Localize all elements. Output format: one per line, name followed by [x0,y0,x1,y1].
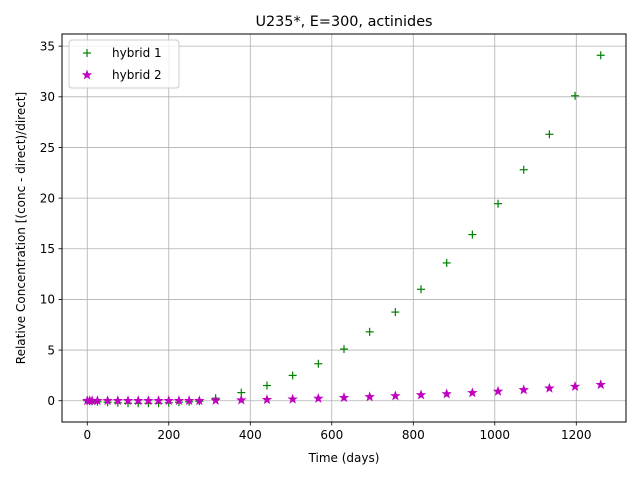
data-point-series-2 [261,394,273,405]
plot-area-frame [61,33,627,423]
data-point-series-1 [262,381,271,390]
data-point-series-2 [569,381,581,391]
legend-plus-marker [83,49,91,57]
data-point-series-2 [287,393,298,404]
data-point-series-2 [415,389,427,400]
legend-box [68,39,180,89]
data-point-series-2 [112,395,124,406]
legend-marker-hybrid-1 [83,49,91,57]
data-point-series-2 [518,384,529,395]
data-point-series-2 [194,395,205,406]
x-tick-label: 600 [320,428,343,442]
legend-label-hybrid-1: hybrid 1 [112,46,162,60]
data-point-series-1 [442,258,451,267]
data-point-series-2 [236,394,247,405]
data-point-series-2 [210,394,221,405]
data-point-series-1 [391,308,400,317]
x-tick-label: 200 [157,428,180,442]
legend-marker-hybrid-2 [81,69,93,80]
y-tick-label: 10 [40,293,55,307]
data-point-series-2 [338,392,350,403]
y-tick-label: 25 [40,141,55,155]
data-point-series-2 [122,395,134,406]
data-point-series-2 [132,395,144,406]
x-tick-label: 1200 [561,428,592,442]
data-point-series-1 [340,345,348,354]
y-tick-label: 35 [40,39,55,53]
legend-label-hybrid-2: hybrid 2 [112,68,162,82]
data-point-series-1 [314,359,323,368]
data-point-series-2 [544,382,555,393]
data-point-series-2 [153,395,164,406]
data-point-series-2 [102,395,113,406]
y-tick-label: 0 [47,394,55,408]
y-axis-label: Relative Concentration [(conc - direct)/… [14,92,28,364]
data-point-series-2 [390,390,401,401]
data-point-series-1 [288,371,297,380]
data-point-series-2 [173,395,185,406]
data-point-series-2 [92,395,103,406]
data-point-series-2 [441,388,452,399]
data-point-series-1 [596,51,605,60]
data-point-series-2 [467,387,478,398]
data-point-series-1 [545,130,554,139]
data-point-series-2 [163,395,174,406]
y-tick-label: 15 [40,242,55,256]
axis-ticks: 0 200 400 600 800 1000 1200 0 5 10 15 20 25 30 35 [40,39,592,442]
data-point-series-1 [417,285,426,294]
chart-title: U235*, E=300, actinides [255,14,432,30]
y-tick-label: 30 [40,90,55,104]
data-point-series-2 [143,395,154,406]
data-point-series-1 [468,230,477,239]
data-point-series-2 [595,379,606,390]
x-axis-label: Time (days) [308,451,380,465]
legend: hybrid 1 hybrid 2 [68,39,180,89]
plot-marks [82,51,606,408]
data-point-series-2 [183,395,195,406]
y-tick-label: 5 [47,343,55,357]
data-point-series-1 [365,327,374,336]
data-point-series-1 [571,91,580,100]
data-point-series-1 [494,199,503,208]
data-point-series-1 [519,165,528,174]
data-point-series-2 [313,393,324,403]
x-tick-label: 800 [402,428,425,442]
x-tick-label: 400 [239,428,262,442]
x-tick-label: 1000 [480,428,511,442]
data-point-series-2 [364,391,375,402]
data-point-series-2 [492,385,504,396]
y-tick-label: 20 [40,191,55,205]
legend-star-marker [81,69,93,80]
x-tick-label: 0 [83,428,91,442]
series-2 [82,379,606,406]
